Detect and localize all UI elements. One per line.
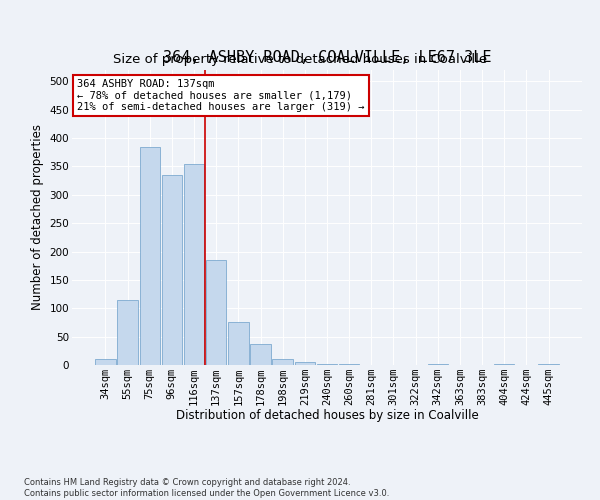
Bar: [228, 322, 248, 365]
Bar: [140, 146, 160, 365]
Text: Size of property relative to detached houses in Coalville: Size of property relative to detached ho…: [113, 52, 487, 66]
Y-axis label: Number of detached properties: Number of detached properties: [31, 124, 44, 310]
Bar: [339, 364, 359, 365]
Bar: [295, 362, 315, 365]
Text: Contains HM Land Registry data © Crown copyright and database right 2024.
Contai: Contains HM Land Registry data © Crown c…: [24, 478, 389, 498]
Bar: [494, 364, 514, 365]
Bar: [428, 364, 448, 365]
Bar: [95, 360, 116, 365]
Bar: [317, 364, 337, 365]
Bar: [272, 360, 293, 365]
Bar: [250, 344, 271, 365]
Bar: [118, 300, 138, 365]
Title: 364, ASHBY ROAD, COALVILLE, LE67 3LE: 364, ASHBY ROAD, COALVILLE, LE67 3LE: [163, 50, 491, 64]
Bar: [538, 364, 559, 365]
X-axis label: Distribution of detached houses by size in Coalville: Distribution of detached houses by size …: [176, 410, 478, 422]
Bar: [206, 260, 226, 365]
Bar: [184, 164, 204, 365]
Text: 364 ASHBY ROAD: 137sqm
← 78% of detached houses are smaller (1,179)
21% of semi-: 364 ASHBY ROAD: 137sqm ← 78% of detached…: [77, 79, 365, 112]
Bar: [161, 175, 182, 365]
